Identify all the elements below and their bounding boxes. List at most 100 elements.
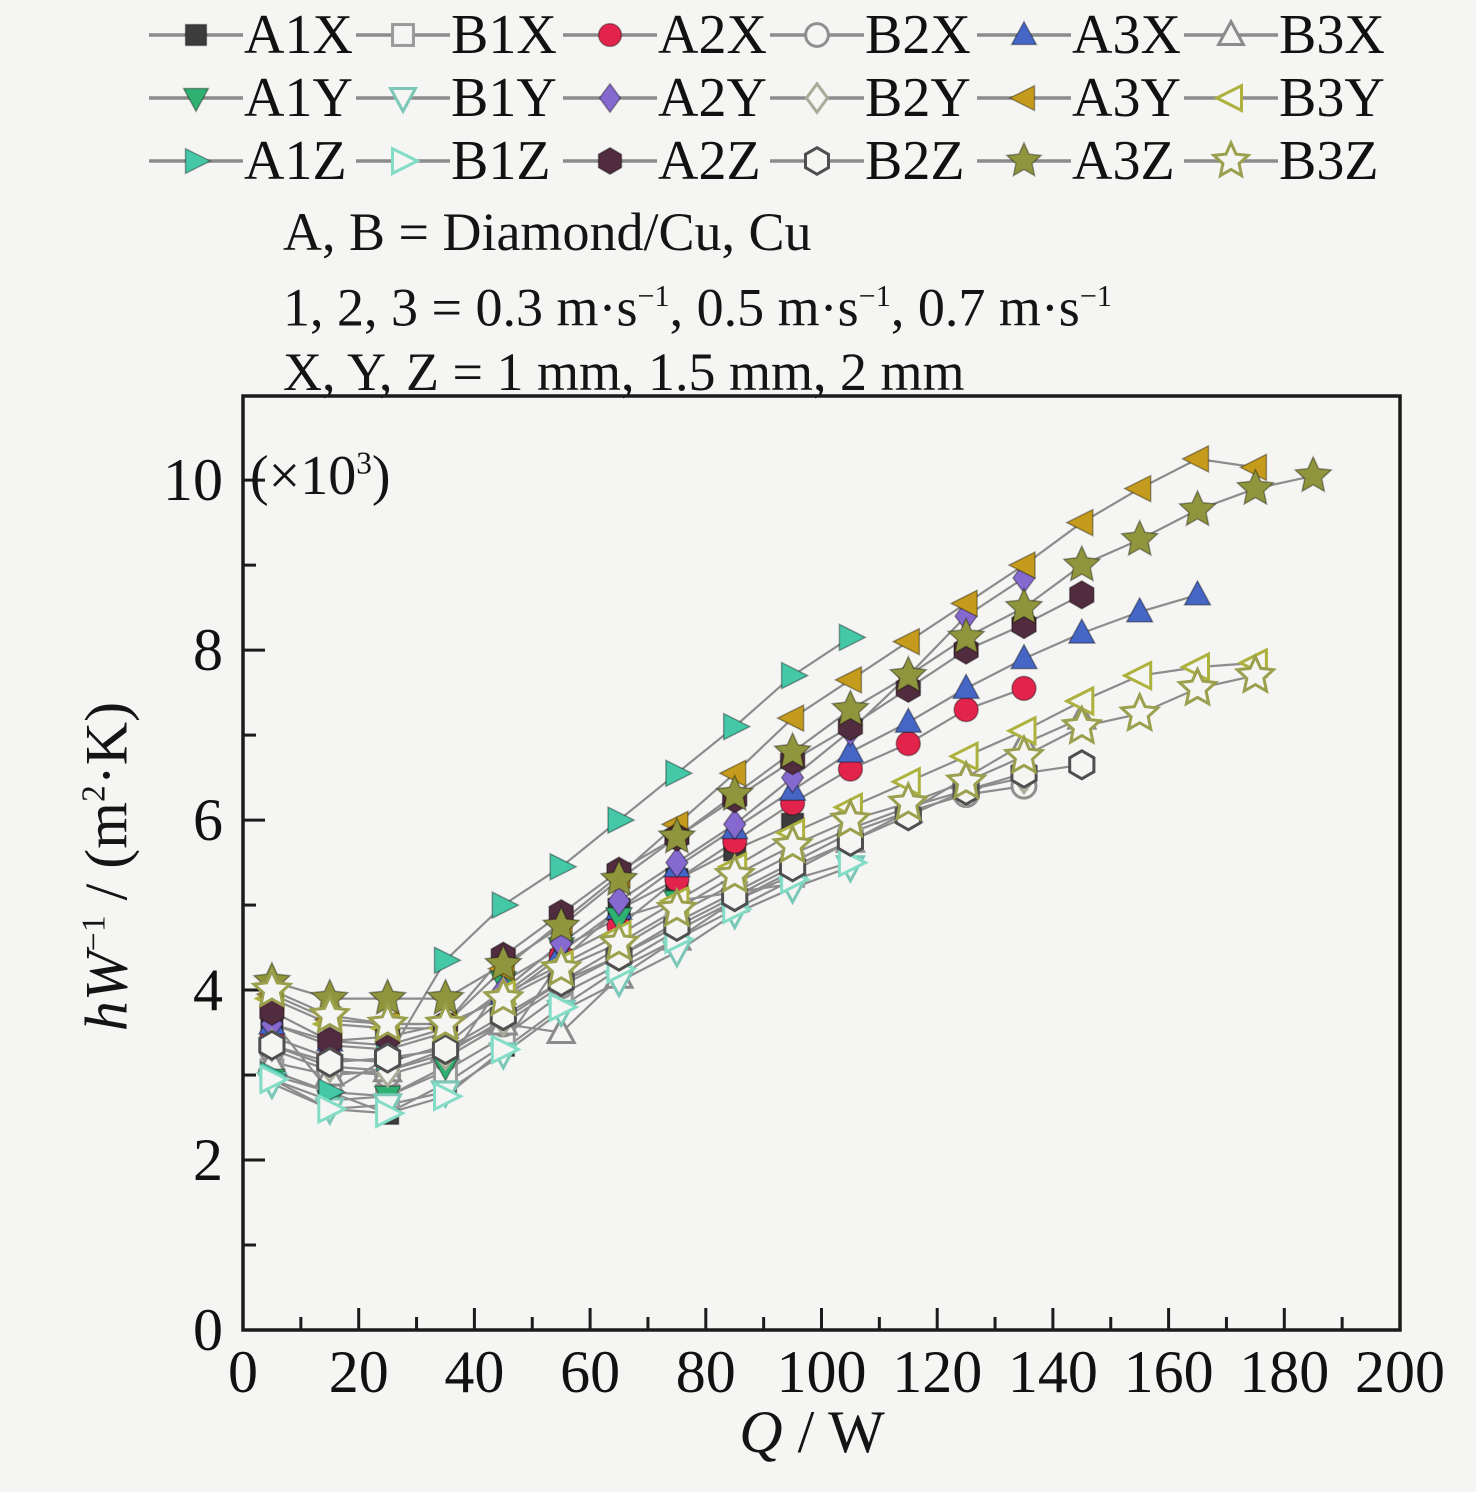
y-tick-label: 0: [193, 1297, 223, 1363]
data-point-A3Y: [1238, 453, 1268, 482]
data-point-B1Z: [837, 847, 869, 879]
data-point-A3Z: [1119, 518, 1160, 557]
data-point-A3Y: [833, 665, 863, 695]
data-point-A3Z: [1293, 455, 1334, 493]
data-point-B3Z: [886, 780, 930, 822]
data-point-A1Z: [549, 852, 578, 882]
x-tick-label: 40: [444, 1339, 504, 1405]
plot-border: [241, 394, 1402, 1332]
x-tick-label: 0: [228, 1339, 258, 1405]
x-tick-label: 200: [1355, 1339, 1445, 1405]
data-point-A3Y: [1123, 474, 1152, 503]
data-point-A1Z: [665, 759, 694, 788]
legend-marker-icon-a1y: [149, 87, 243, 113]
series-points-B3Y: [253, 647, 1268, 1044]
series-points-A3Y: [255, 444, 1268, 1039]
data-point-B1Z: [548, 991, 580, 1023]
data-point-A3Y: [891, 627, 921, 656]
legend-marker-icon-b1z: [356, 146, 450, 176]
x-tick-label: 180: [1239, 1339, 1329, 1405]
legend-label: B2X: [865, 4, 971, 66]
legend-label: A2X: [658, 4, 767, 66]
x-tick-label: 100: [777, 1339, 867, 1405]
data-point-A3Z: [830, 688, 871, 727]
legend-item-b1z: B1Z: [355, 130, 562, 192]
legend-label: A2Z: [658, 130, 761, 192]
data-point-A1Z: [607, 805, 636, 835]
x-tick-label: 60: [560, 1339, 620, 1405]
legend-marker-icon-b1y: [356, 87, 450, 115]
series-points-B3Z: [250, 652, 1277, 1043]
data-point-B3X: [545, 1015, 577, 1044]
legend-item-a1x: A1X: [148, 7, 355, 63]
y-tick-label: 4: [193, 957, 223, 1023]
data-point-A3Z: [1177, 489, 1218, 527]
legend-label: B1Z: [451, 130, 551, 192]
data-point-B3Z: [539, 946, 583, 988]
data-point-B3Z: [1060, 703, 1104, 745]
legend-marker-icon-b2z: [770, 145, 864, 177]
legend-marker-icon-a2x: [563, 22, 657, 48]
y-scale-note: (×103): [250, 445, 391, 507]
data-point-A3Z: [946, 616, 986, 655]
legend-item-a2y: A2Y: [562, 70, 769, 126]
data-point-B3Z: [713, 852, 757, 894]
legend-marker-icon-b2x: [770, 22, 864, 48]
data-point-B2Z: [374, 1042, 402, 1074]
data-point-B3Z: [655, 886, 699, 928]
series-line-A3Y: [271, 457, 1256, 1026]
data-point-A3Z: [599, 858, 639, 897]
legend-label: A1Y: [244, 67, 353, 129]
note-line-velocities: 1, 2, 3 = 0.3 m·s−1, 0.5 m·s−1, 0.7 m·s−…: [283, 277, 1112, 338]
y-tick-label: 8: [193, 617, 223, 683]
data-point-B3Z: [828, 797, 872, 839]
data-point-A1Z: [433, 946, 463, 975]
x-tick-label: 160: [1124, 1339, 1214, 1405]
data-point-A2X: [1011, 675, 1037, 702]
legend-item-a3z: A3Z: [976, 130, 1183, 192]
data-point-B1Z: [433, 1080, 464, 1112]
legend-label: B2Z: [865, 130, 965, 192]
legend-marker-icon-a2z: [563, 146, 657, 176]
data-point-B1Z: [317, 1093, 349, 1125]
legend-marker-icon-b3y: [1184, 83, 1278, 113]
legend-item-a3y: A3Y: [976, 70, 1183, 126]
y-axis-label: hW−1 / (m2·K): [73, 701, 140, 1032]
legend-label: B3X: [1279, 4, 1385, 66]
data-point-B3Y: [1063, 685, 1095, 717]
data-point-B1Z: [490, 1034, 522, 1065]
note-line-sizes: X, Y, Z = 1 mm, 1.5 mm, 2 mm: [283, 341, 965, 402]
legend-marker-icon-b3x: [1184, 18, 1278, 46]
data-point-A2Z: [1068, 580, 1095, 610]
data-point-A3Z: [541, 905, 581, 944]
legend-label: A3X: [1072, 4, 1181, 66]
data-point-B2Z: [431, 1033, 460, 1066]
data-point-A3X: [894, 706, 923, 734]
data-point-A3Z: [1004, 586, 1044, 625]
series-line-B1X: [271, 874, 794, 1098]
data-point-B3Z: [1118, 691, 1162, 733]
data-point-B3Z: [771, 822, 815, 864]
data-point-A3Z: [657, 816, 697, 854]
legend-label: A3Z: [1072, 130, 1175, 192]
data-point-B3Z: [250, 967, 294, 1009]
note-line-materials: A, B = Diamond/Cu, Cu: [283, 202, 812, 262]
data-point-A3Y: [1007, 550, 1036, 580]
series-line-A1X: [271, 823, 794, 1115]
data-point-A3X: [951, 672, 981, 700]
legend-marker-icon-a1z: [149, 147, 243, 175]
legend-notes: A, B = Diamond/Cu, Cu 1, 2, 3 = 0.3 m·s−…: [283, 200, 1112, 404]
data-point-B3Y: [1005, 715, 1037, 747]
legend-item-a1z: A1Z: [148, 133, 355, 189]
data-point-B3Z: [1176, 665, 1220, 707]
data-point-B3Z: [597, 920, 641, 962]
y-tick-label: 2: [193, 1127, 223, 1193]
data-point-B2Z: [316, 1046, 344, 1079]
legend-item-b3z: B3Z: [1183, 133, 1390, 189]
legend-marker-icon-b2y: [770, 81, 864, 115]
legend-item-b2x: B2X: [769, 4, 976, 66]
data-point-A3Y: [718, 759, 747, 788]
data-point-B3Z: [308, 992, 352, 1034]
data-point-B3Z: [1002, 733, 1046, 775]
